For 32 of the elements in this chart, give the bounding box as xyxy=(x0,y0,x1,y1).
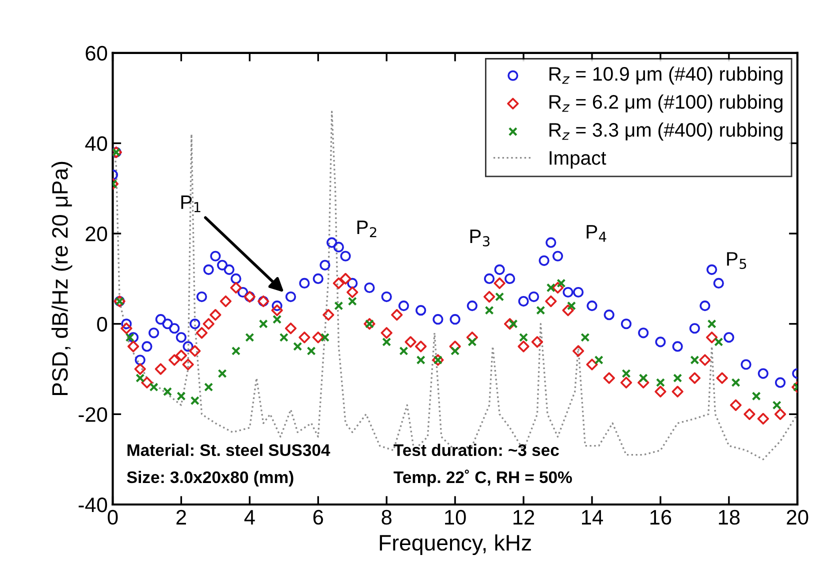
annotation: Temp. 22˚ C, RH = 50% xyxy=(394,470,572,486)
annotation: Material: St. steel SUS304 xyxy=(128,444,330,456)
annotation: P$_{2}$ xyxy=(357,220,376,238)
x-tick-label: 8 xyxy=(382,510,392,525)
x-tick-label: 6 xyxy=(313,510,324,525)
y-tick-label: -40 xyxy=(78,498,108,512)
annotation: Test duration: ~3 sec xyxy=(394,444,559,456)
legend-label: Impact xyxy=(550,151,606,169)
y-tick-label: 60 xyxy=(86,46,108,61)
y-tick-label: 0 xyxy=(97,316,108,332)
annotation: P$_{3}$ xyxy=(470,230,490,246)
x-tick-label: 14 xyxy=(582,510,603,524)
annotation: Size: 3.0x20x80 (mm) xyxy=(126,470,294,486)
legend-label: R$_{z}$ = 10.9 μm (#40) rubbing xyxy=(550,66,782,85)
annotation: P$_{1}$ xyxy=(181,196,200,212)
legend-label: R$_{z}$ = 6.2 μm (#100) rubbing xyxy=(550,94,782,113)
annotation: P$_{5}$ xyxy=(727,252,746,269)
y-tick-label: 40 xyxy=(85,136,108,151)
x-axis-title: Frequency, kHz xyxy=(380,534,531,556)
y-axis-title: PSD, dB/Hz (re 20 μPa) xyxy=(52,162,72,396)
x-tick-label: 20 xyxy=(786,510,808,525)
x-tick-label: 0 xyxy=(108,510,118,525)
legend-label: R$_{z}$ = 3.3 μm (#400) rubbing xyxy=(550,122,782,141)
annotation: P$_{4}$ xyxy=(586,225,606,242)
x-tick-label: 18 xyxy=(718,510,740,525)
x-tick-label: 4 xyxy=(244,510,255,524)
x-tick-label: 2 xyxy=(176,510,186,524)
x-tick-label: 10 xyxy=(445,510,466,525)
x-tick-label: 16 xyxy=(650,510,672,525)
y-tick-label: -20 xyxy=(78,407,108,422)
y-tick-label: 20 xyxy=(86,226,108,242)
x-tick-label: 12 xyxy=(514,510,534,524)
